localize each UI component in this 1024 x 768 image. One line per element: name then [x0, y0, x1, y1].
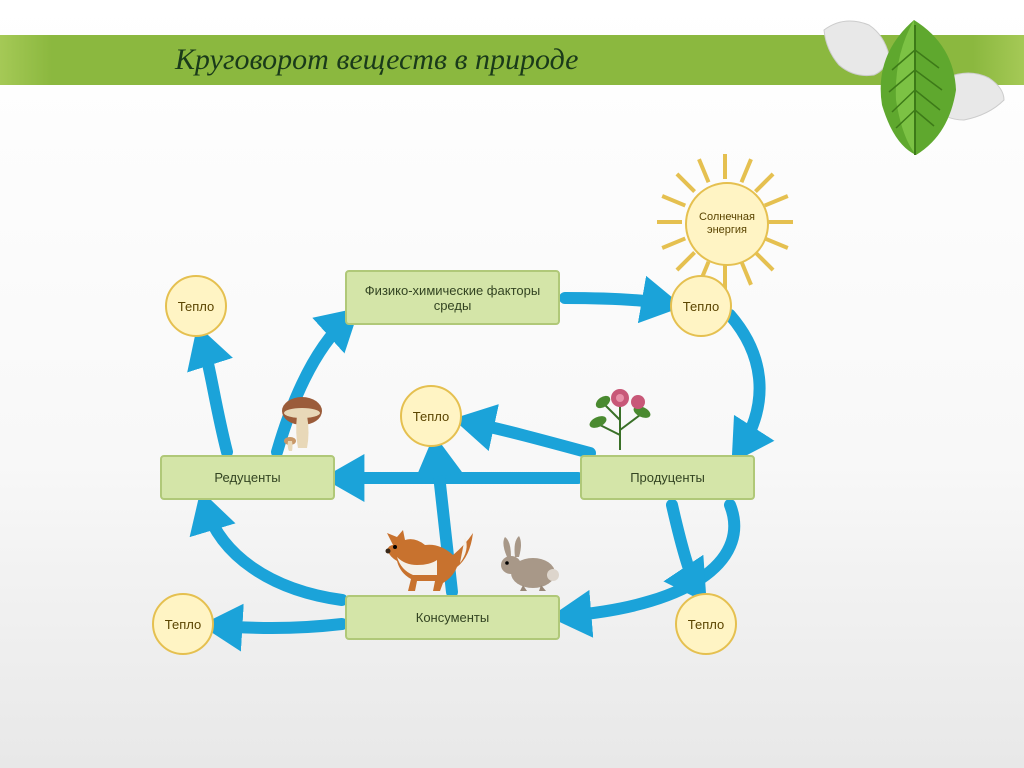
plant-icon: [580, 380, 660, 455]
producers-to-heat-center: [468, 422, 590, 453]
factors-to-producers: [730, 315, 760, 450]
consumers-to-decomposers: [205, 505, 342, 600]
heat-bottom-left: Тепло: [152, 593, 214, 655]
sun-label: Солнечная энергия: [685, 182, 769, 266]
factors: Физико-химические факторы среды: [345, 270, 560, 325]
page-title: Круговорот веществ в природе: [175, 43, 578, 77]
consumers: Консументы: [345, 595, 560, 640]
heat-top-right: Тепло: [670, 275, 732, 337]
factors-to-heat-tr: [565, 298, 668, 304]
sun: Солнечная энергия: [655, 152, 795, 292]
producers-to-heat-br: [672, 505, 698, 590]
rabbit-icon: [495, 533, 565, 593]
heat-bottom-right: Тепло: [675, 593, 737, 655]
heat-center: Тепло: [400, 385, 462, 447]
diagram-canvas: Солнечная энергия: [90, 140, 930, 700]
heat-top-left: Тепло: [165, 275, 227, 337]
mushroom-icon: [280, 393, 325, 453]
fox-icon: [375, 515, 475, 593]
producers: Продуценты: [580, 455, 755, 500]
decomposers: Редуценты: [160, 455, 335, 500]
consumers-to-heat-bl: [216, 624, 342, 628]
decomposers-to-heat-tl: [202, 340, 227, 452]
